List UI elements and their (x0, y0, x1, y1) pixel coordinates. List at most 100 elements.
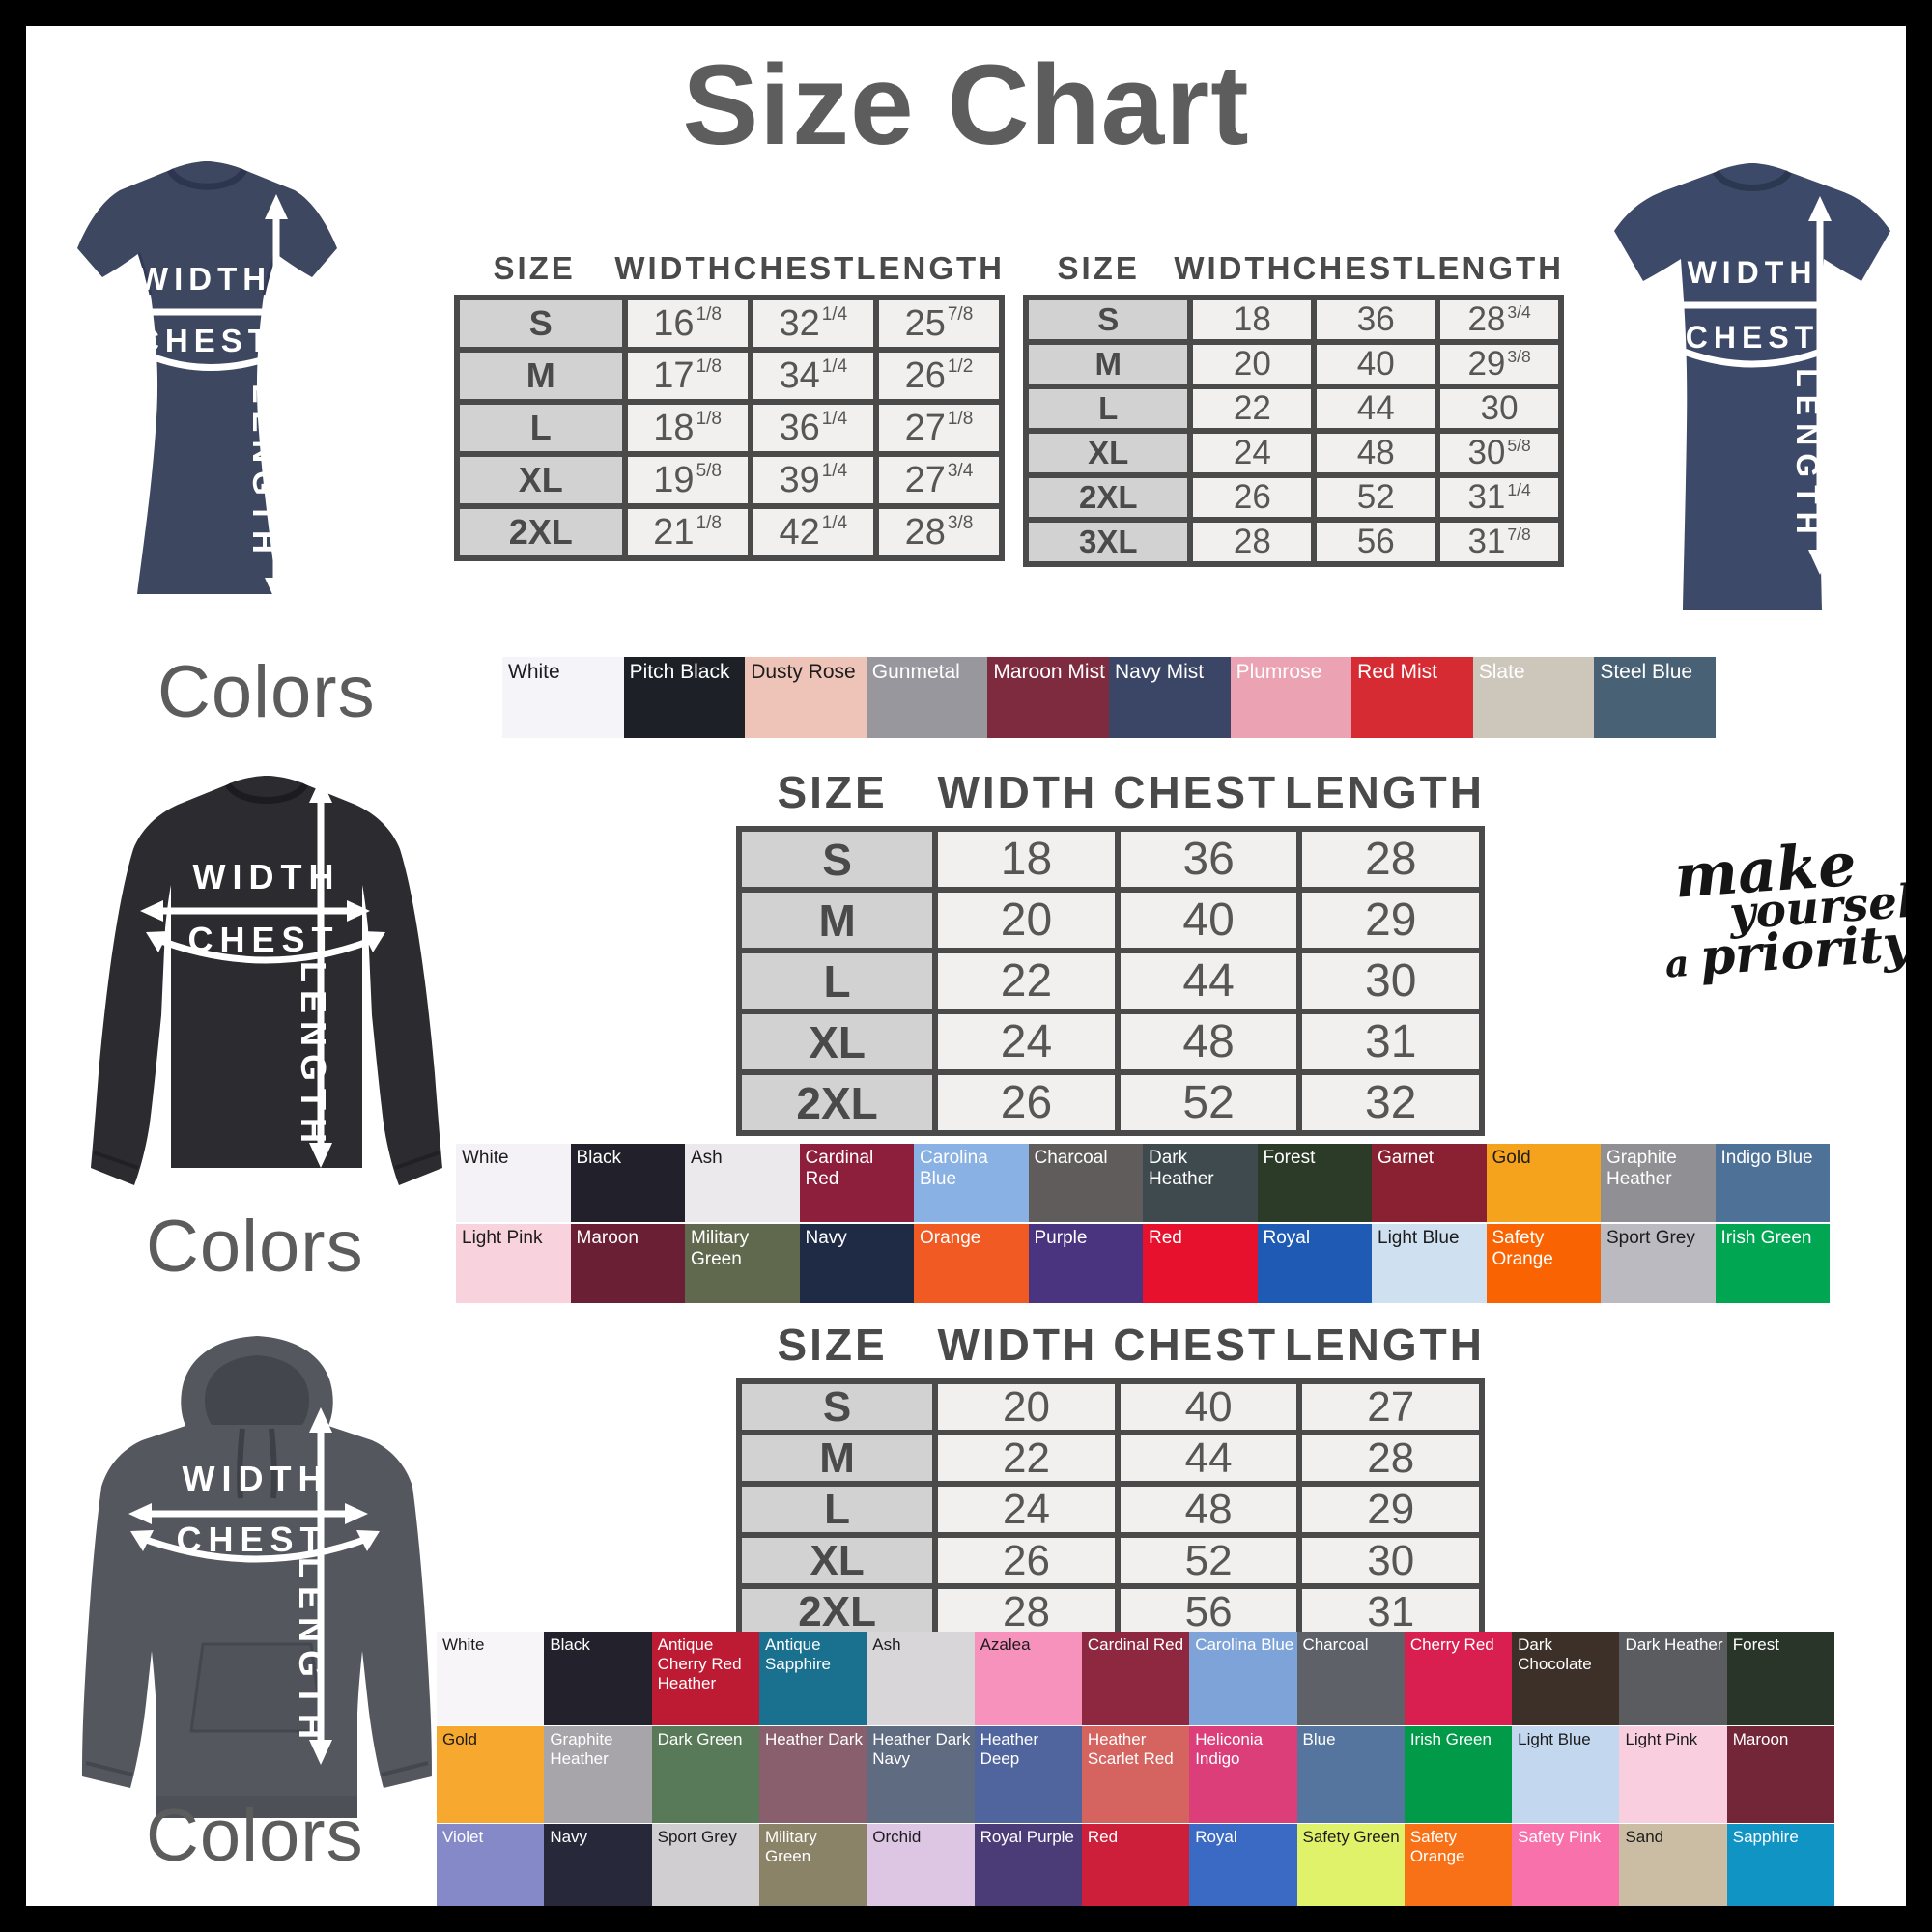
color-swatch-label: Dark Chocolate (1518, 1635, 1592, 1674)
length-label: LENGTH (1790, 368, 1825, 542)
measurement-cell: 56 (1317, 523, 1435, 561)
measurement-cell: 28 (1193, 523, 1312, 561)
color-swatch-label: Orange (920, 1228, 981, 1248)
color-swatch-label: Indigo Blue (1720, 1148, 1813, 1168)
size-cell: L (742, 1486, 933, 1533)
color-swatch-label: Graphite Heather (550, 1730, 613, 1769)
color-swatch: Heather Dark (758, 1726, 867, 1823)
size-cell: M (742, 1435, 933, 1482)
measurement-cell: 28 3/4 (1440, 300, 1558, 339)
size-cell: S (1029, 300, 1188, 339)
color-swatch-label: Heather Deep (980, 1730, 1039, 1769)
color-swatch-label: Plumrose (1236, 661, 1322, 683)
color-swatch: Safety Orange (1486, 1224, 1601, 1303)
color-swatch-label: White (462, 1148, 509, 1168)
table-body: S 20 40 27 M 22 44 28 L 24 48 29 XL 26 52 30 2XL 28 56 31 (736, 1378, 1485, 1640)
color-swatch-label: Military Green (691, 1228, 750, 1270)
measurement-cell: 48 (1317, 434, 1435, 472)
color-swatch-label: Ash (691, 1148, 723, 1168)
measurement-cell: 30 (1302, 1537, 1479, 1584)
color-swatch-label: Dark Heather (1149, 1148, 1214, 1190)
color-swatch-label: Antique Sapphire (764, 1635, 831, 1674)
measurement-cell: 36 (1120, 832, 1297, 887)
color-swatch: Royal (1257, 1224, 1372, 1303)
colors-heading-long-sleeve: Colors (146, 1206, 364, 1288)
column-header: SIZE (777, 767, 888, 817)
color-swatch-label: Blue (1302, 1730, 1336, 1748)
measurement-cell: 52 (1120, 1537, 1297, 1584)
hoodie-color-strip-row2: Gold Graphite Heather Dark Green Heather Da… (437, 1726, 1835, 1823)
color-swatch-label: Royal (1195, 1828, 1237, 1846)
color-swatch-label: Black (550, 1635, 590, 1654)
color-swatch-label: Black (576, 1148, 621, 1168)
color-swatch-label: Heather Dark (764, 1730, 864, 1748)
measurement-cell: 32 1/4 (753, 300, 873, 347)
measurement-cell: 27 3/4 (878, 457, 999, 503)
color-swatch-label: Light Pink (462, 1228, 543, 1248)
size-cell: M (1029, 345, 1188, 384)
width-label: WIDTH (193, 857, 341, 896)
color-swatch-label: Cardinal Red (805, 1148, 874, 1190)
measurement-cell: 18 (938, 832, 1115, 887)
color-swatch-label: Red (1087, 1828, 1119, 1846)
column-header: LENGTH (1284, 1320, 1485, 1370)
measurement-cell: 36 (1317, 300, 1435, 339)
color-swatch: Ash (867, 1632, 975, 1725)
color-swatch-label: Red Mist (1357, 661, 1438, 683)
color-swatch: Cardinal Red (799, 1144, 914, 1222)
column-header: CHEST (733, 250, 857, 286)
logo-line-3: a priority (1663, 914, 1906, 987)
color-swatch: Safety Green (1296, 1824, 1405, 1906)
length-label: LENGTH (246, 384, 282, 561)
measurement-cell: 26 (938, 1537, 1115, 1584)
color-swatch: Sport Grey (1601, 1224, 1716, 1303)
measurement-cell: 42 1/4 (753, 509, 873, 555)
color-swatch: Navy (544, 1824, 652, 1906)
measurement-cell: 28 (1302, 1435, 1479, 1482)
color-swatch-label: Charcoal (1034, 1148, 1108, 1168)
color-swatch: Steel Blue (1594, 657, 1716, 738)
color-swatch: Red (1081, 1824, 1190, 1906)
measurement-cell: 39 1/4 (753, 457, 873, 503)
color-swatch-label: Navy Mist (1114, 661, 1205, 683)
color-swatch: Safety Orange (1404, 1824, 1513, 1906)
size-cell: L (742, 953, 933, 1009)
color-swatch-label: Heather Scarlet Red (1087, 1730, 1174, 1769)
color-swatch-label: Royal (1263, 1228, 1311, 1248)
color-swatch: Carolina Blue (1189, 1632, 1297, 1725)
size-cell: XL (742, 1014, 933, 1069)
colors-heading-hoodie: Colors (146, 1795, 364, 1877)
long-sleeve-graphic: WIDTH CHEST LENGTH (91, 776, 442, 1185)
color-swatch-label: Military Green (764, 1828, 817, 1866)
color-swatch: Safety Pink (1512, 1824, 1620, 1906)
size-cell: 2XL (1029, 478, 1188, 517)
color-swatch: Cardinal Red (1081, 1632, 1190, 1725)
color-swatch: Antique Cherry Red Heather (651, 1632, 759, 1725)
measurement-cell: 30 (1440, 389, 1558, 428)
measurement-cell: 25 7/8 (878, 300, 999, 347)
measurement-cell: 24 (938, 1486, 1115, 1533)
measurement-cell: 28 (938, 1588, 1115, 1635)
colors-heading-tee: Colors (157, 651, 376, 733)
color-swatch: Light Blue (1512, 1726, 1620, 1823)
color-swatch: Navy (799, 1224, 914, 1303)
size-cell: XL (460, 457, 622, 503)
width-label: WIDTH (183, 1459, 330, 1498)
measurement-cell: 52 (1317, 478, 1435, 517)
measurement-cell: 16 1/8 (627, 300, 748, 347)
color-swatch-label: Ash (872, 1635, 901, 1654)
color-swatch: Gold (437, 1726, 545, 1823)
color-swatch: Cherry Red (1404, 1632, 1513, 1725)
size-cell: XL (1029, 434, 1188, 472)
size-cell: L (460, 405, 622, 451)
color-swatch: Forest (1257, 1144, 1372, 1222)
chest-arrow (126, 341, 303, 371)
measurement-cell: 21 1/8 (627, 509, 748, 555)
measurement-cell: 56 (1120, 1588, 1297, 1635)
hoodie-graphic: WIDTH CHEST LENGTH (82, 1336, 432, 1818)
color-swatch-label: Violet (442, 1828, 484, 1846)
table-header-row: SIZE WIDTH CHEST LENGTH (736, 766, 1485, 822)
color-swatch-label: Sand (1625, 1828, 1664, 1846)
color-swatch: Forest (1726, 1632, 1835, 1725)
color-swatch: Dark Chocolate (1512, 1632, 1620, 1725)
